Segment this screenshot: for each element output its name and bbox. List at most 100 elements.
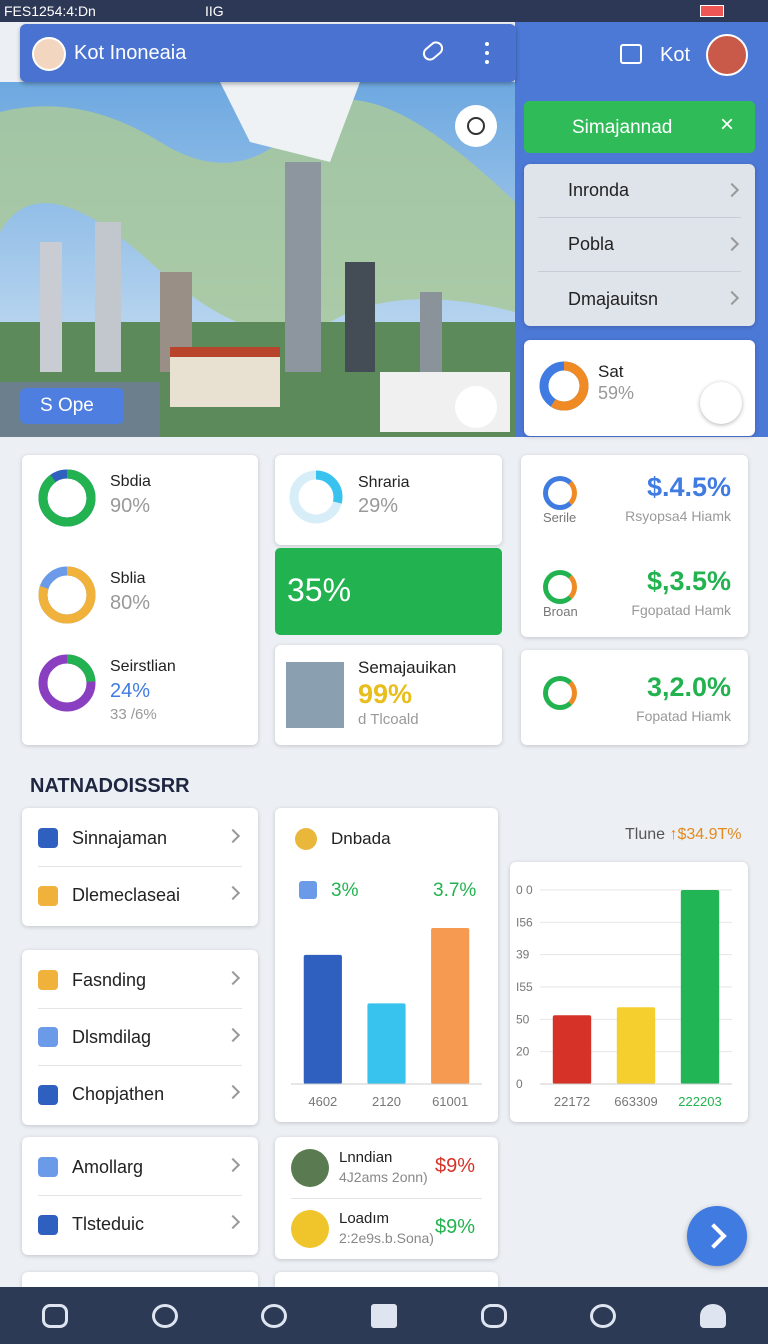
list-icon <box>38 828 58 848</box>
check-icon <box>299 881 317 899</box>
list-row[interactable]: Fasnding <box>38 952 242 1009</box>
notice-bar[interactable]: Simajannad × <box>524 101 755 153</box>
contact-name: Loadım <box>339 1210 390 1227</box>
close-icon[interactable]: × <box>720 111 735 138</box>
list-label: Sinnajaman <box>72 827 168 848</box>
list-label: Tlsteduic <box>72 1214 145 1234</box>
nav-clip[interactable] <box>370 1303 397 1328</box>
list-icon <box>38 1027 58 1047</box>
nav-profile[interactable] <box>700 1303 727 1328</box>
open-button[interactable]: S Ope <box>20 388 124 424</box>
contact-value: $9% <box>435 1155 476 1177</box>
menu-item[interactable]: Dmajauitsn <box>538 272 741 326</box>
donut-title: Shraria <box>358 474 410 491</box>
list-card: Fasnding Dlsmdilag Chopjathen <box>22 950 258 1125</box>
x-axis-label: 61001 <box>432 1094 468 1109</box>
list-row[interactable]: Dlsmdilag <box>38 1009 242 1066</box>
y-axis-label: I56 <box>516 915 533 929</box>
donut-value: 90% <box>110 495 151 517</box>
stat-icon <box>543 570 577 604</box>
bar <box>303 954 342 1084</box>
more-icon[interactable] <box>485 42 489 64</box>
donut-chart <box>38 654 96 712</box>
chevron <box>225 1157 241 1173</box>
trend-title: Tlune <box>625 826 666 843</box>
menu-item[interactable]: Pobla <box>538 218 741 272</box>
x-axis-label: 222203 <box>678 1094 721 1109</box>
item-title: Semajauikan <box>358 658 457 677</box>
status-time: FES1254:4:Dn <box>4 3 96 19</box>
donut-title: Sblia <box>110 570 146 587</box>
donut-title: Seirstlian <box>110 658 176 675</box>
stat-icon-label: Serile <box>543 510 577 525</box>
highlight-card[interactable]: 35% <box>275 548 502 635</box>
donut-arc <box>289 470 343 524</box>
status-bar: FES1254:4:Dn IIG <box>0 0 768 22</box>
list-row[interactable]: Chopjathen <box>38 1066 242 1123</box>
stat-icon <box>543 476 577 510</box>
trend-label: Tlune ↑$34.9T% <box>625 826 742 844</box>
item-card: Semajauikan 99% d Tlcoald <box>275 645 502 745</box>
highlight-value: 35% <box>287 572 352 608</box>
bar-card: Dnbada 3% 3.7% 4602 2120 61001 <box>275 808 498 1122</box>
y-axis-label: I55 <box>516 980 533 994</box>
chevron <box>225 970 241 986</box>
contacts-card: Lnndian 4J2ams 2onn) $9% Loadım 2:2e9s.b… <box>275 1137 498 1259</box>
status-indicator: IIG <box>205 3 224 19</box>
list-label: Fasnding <box>72 969 147 990</box>
nav-home[interactable] <box>41 1303 68 1328</box>
bar-chart: 0 0 I56 39 I55 50 20 0 22172 663309 222203 <box>516 883 732 1109</box>
x-axis-label: 2120 <box>372 1094 401 1109</box>
list-row[interactable]: Dlemeclaseai <box>38 867 242 924</box>
donut-arc <box>38 654 96 712</box>
avatar[interactable] <box>32 37 66 71</box>
stat-icon-label: Broan <box>543 604 578 619</box>
cart-icon[interactable] <box>620 44 642 64</box>
link-icon[interactable] <box>420 38 446 64</box>
menu-item[interactable]: Inronda <box>538 164 741 218</box>
bar-card-value: 3.7% <box>433 880 477 901</box>
fab-button[interactable] <box>687 1206 747 1266</box>
nav-chat[interactable] <box>261 1303 288 1328</box>
contact-avatar <box>291 1210 329 1248</box>
contact-sub: 4J2ams 2onn) <box>339 1169 428 1185</box>
header-right-title: Kot <box>660 44 691 66</box>
list-label: Dlsmdilag <box>72 1026 152 1047</box>
stat-title: Sat <box>598 362 624 381</box>
stat-sub: Fopatad Hiamk <box>636 708 731 724</box>
y-axis-label: 39 <box>516 948 530 962</box>
donut-value: 24% <box>110 680 151 702</box>
bottom-nav <box>0 1287 768 1344</box>
nav-heart[interactable] <box>480 1303 507 1328</box>
list-label: Dlemeclaseai <box>72 885 181 905</box>
list-row[interactable]: Sinnajaman <box>38 810 242 867</box>
profile-avatar[interactable] <box>706 34 748 76</box>
bar <box>552 1015 592 1084</box>
app-title: Kot Inoneaia <box>74 42 187 64</box>
bar-chart: 4602 2120 61001 <box>291 928 482 1109</box>
nav-smile[interactable] <box>590 1303 617 1328</box>
nav-pin[interactable] <box>151 1303 178 1328</box>
donut-arc <box>539 361 589 411</box>
city-map-image <box>0 82 515 437</box>
menu-card: Inronda Pobla Dmajauitsn <box>524 164 755 326</box>
bar-card-title: Dnbada <box>331 829 391 848</box>
donut-title: Sbdia <box>110 473 151 490</box>
grid-button[interactable] <box>700 382 742 424</box>
chevron <box>225 885 241 901</box>
list-icon <box>38 1157 58 1177</box>
donut-chart <box>289 470 343 524</box>
donut-chart <box>38 469 96 527</box>
menu-label: Pobla <box>568 234 615 254</box>
x-axis-label: 663309 <box>614 1094 657 1109</box>
menu-label: Inronda <box>568 180 630 200</box>
contact-avatar <box>291 1149 329 1187</box>
donut-sub: 33 /6% <box>110 706 157 723</box>
list-icon <box>38 970 58 990</box>
list-row[interactable]: Amollarg <box>38 1139 242 1196</box>
battery <box>700 5 724 17</box>
donut-arc <box>38 469 96 527</box>
list-row[interactable]: Tlsteduic <box>38 1196 242 1253</box>
donut-card <box>275 455 502 545</box>
